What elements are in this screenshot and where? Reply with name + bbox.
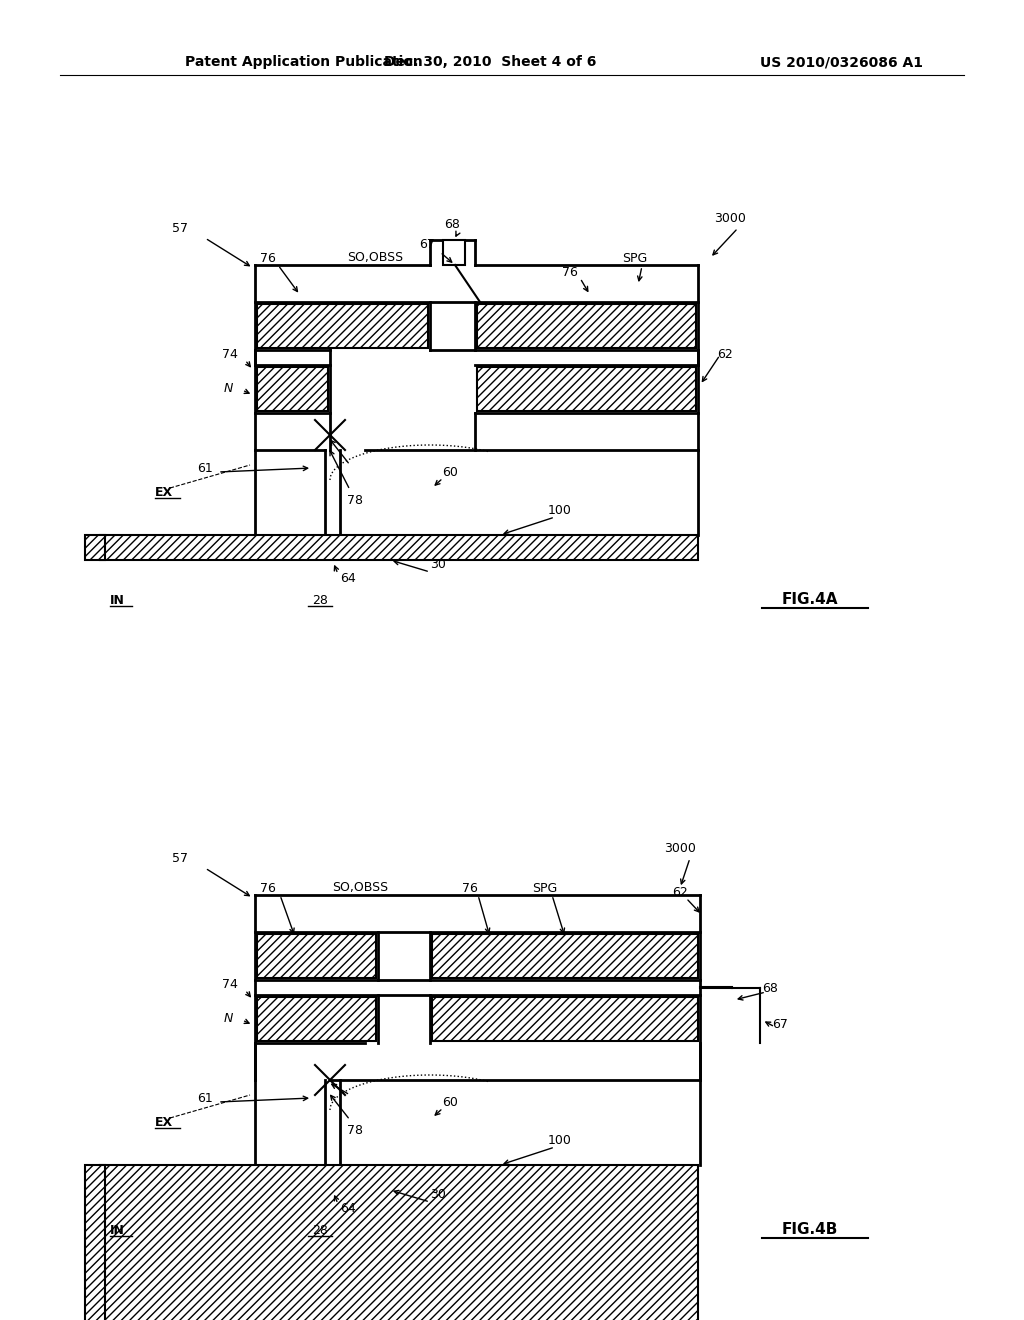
Text: US 2010/0326086 A1: US 2010/0326086 A1 [760,55,923,69]
Text: SPG: SPG [623,252,647,264]
Bar [432,935,698,978]
Text: 76: 76 [260,252,275,264]
Text: Patent Application Publication: Patent Application Publication [185,55,423,69]
Text: 64: 64 [340,572,356,585]
Text: 61: 61 [198,462,213,474]
Text: 76: 76 [260,882,275,895]
Text: 62: 62 [717,348,733,362]
Text: EX: EX [155,1115,173,1129]
Text: 76: 76 [562,265,578,279]
Text: 68: 68 [762,982,778,994]
Bar [477,367,696,411]
Text: IN: IN [110,1224,125,1237]
Text: 57: 57 [172,222,188,235]
Text: 67: 67 [419,239,435,252]
Text: 60: 60 [442,466,458,479]
Text: 3000: 3000 [664,842,696,854]
Bar [257,304,428,348]
Bar [85,535,105,560]
Text: EX: EX [155,486,173,499]
Text: N: N [223,1011,232,1024]
Text: SPG: SPG [532,882,558,895]
Bar [100,1166,698,1320]
Text: 3000: 3000 [714,211,745,224]
Text: N: N [223,381,232,395]
Text: 100: 100 [548,503,572,516]
Text: FIG.4B: FIG.4B [781,1222,839,1238]
Text: 68: 68 [444,219,460,231]
Bar [100,535,698,560]
Text: 62: 62 [672,886,688,899]
Bar [85,1166,105,1320]
Text: 28: 28 [312,1224,328,1237]
Bar [432,997,698,1041]
Text: SO,OBSS: SO,OBSS [332,882,388,895]
Text: FIG.4A: FIG.4A [781,593,839,607]
Text: 30: 30 [430,1188,445,1201]
Text: 67: 67 [772,1019,787,1031]
Text: 74: 74 [222,978,238,991]
Text: 57: 57 [172,851,188,865]
Text: 30: 30 [430,558,445,572]
Text: 100: 100 [548,1134,572,1147]
Bar [477,304,696,348]
Text: 64: 64 [340,1201,356,1214]
Text: 60: 60 [442,1096,458,1109]
Bar [257,997,376,1041]
Text: 78: 78 [347,1123,362,1137]
Bar [257,935,376,978]
Text: 76: 76 [462,882,478,895]
Text: SO,OBSS: SO,OBSS [347,252,403,264]
Bar [443,240,465,265]
Text: 78: 78 [347,494,362,507]
Text: IN: IN [110,594,125,606]
Bar [257,367,328,411]
Text: Dec. 30, 2010  Sheet 4 of 6: Dec. 30, 2010 Sheet 4 of 6 [384,55,596,69]
Text: 61: 61 [198,1092,213,1105]
Text: 28: 28 [312,594,328,606]
Text: 74: 74 [222,348,238,362]
